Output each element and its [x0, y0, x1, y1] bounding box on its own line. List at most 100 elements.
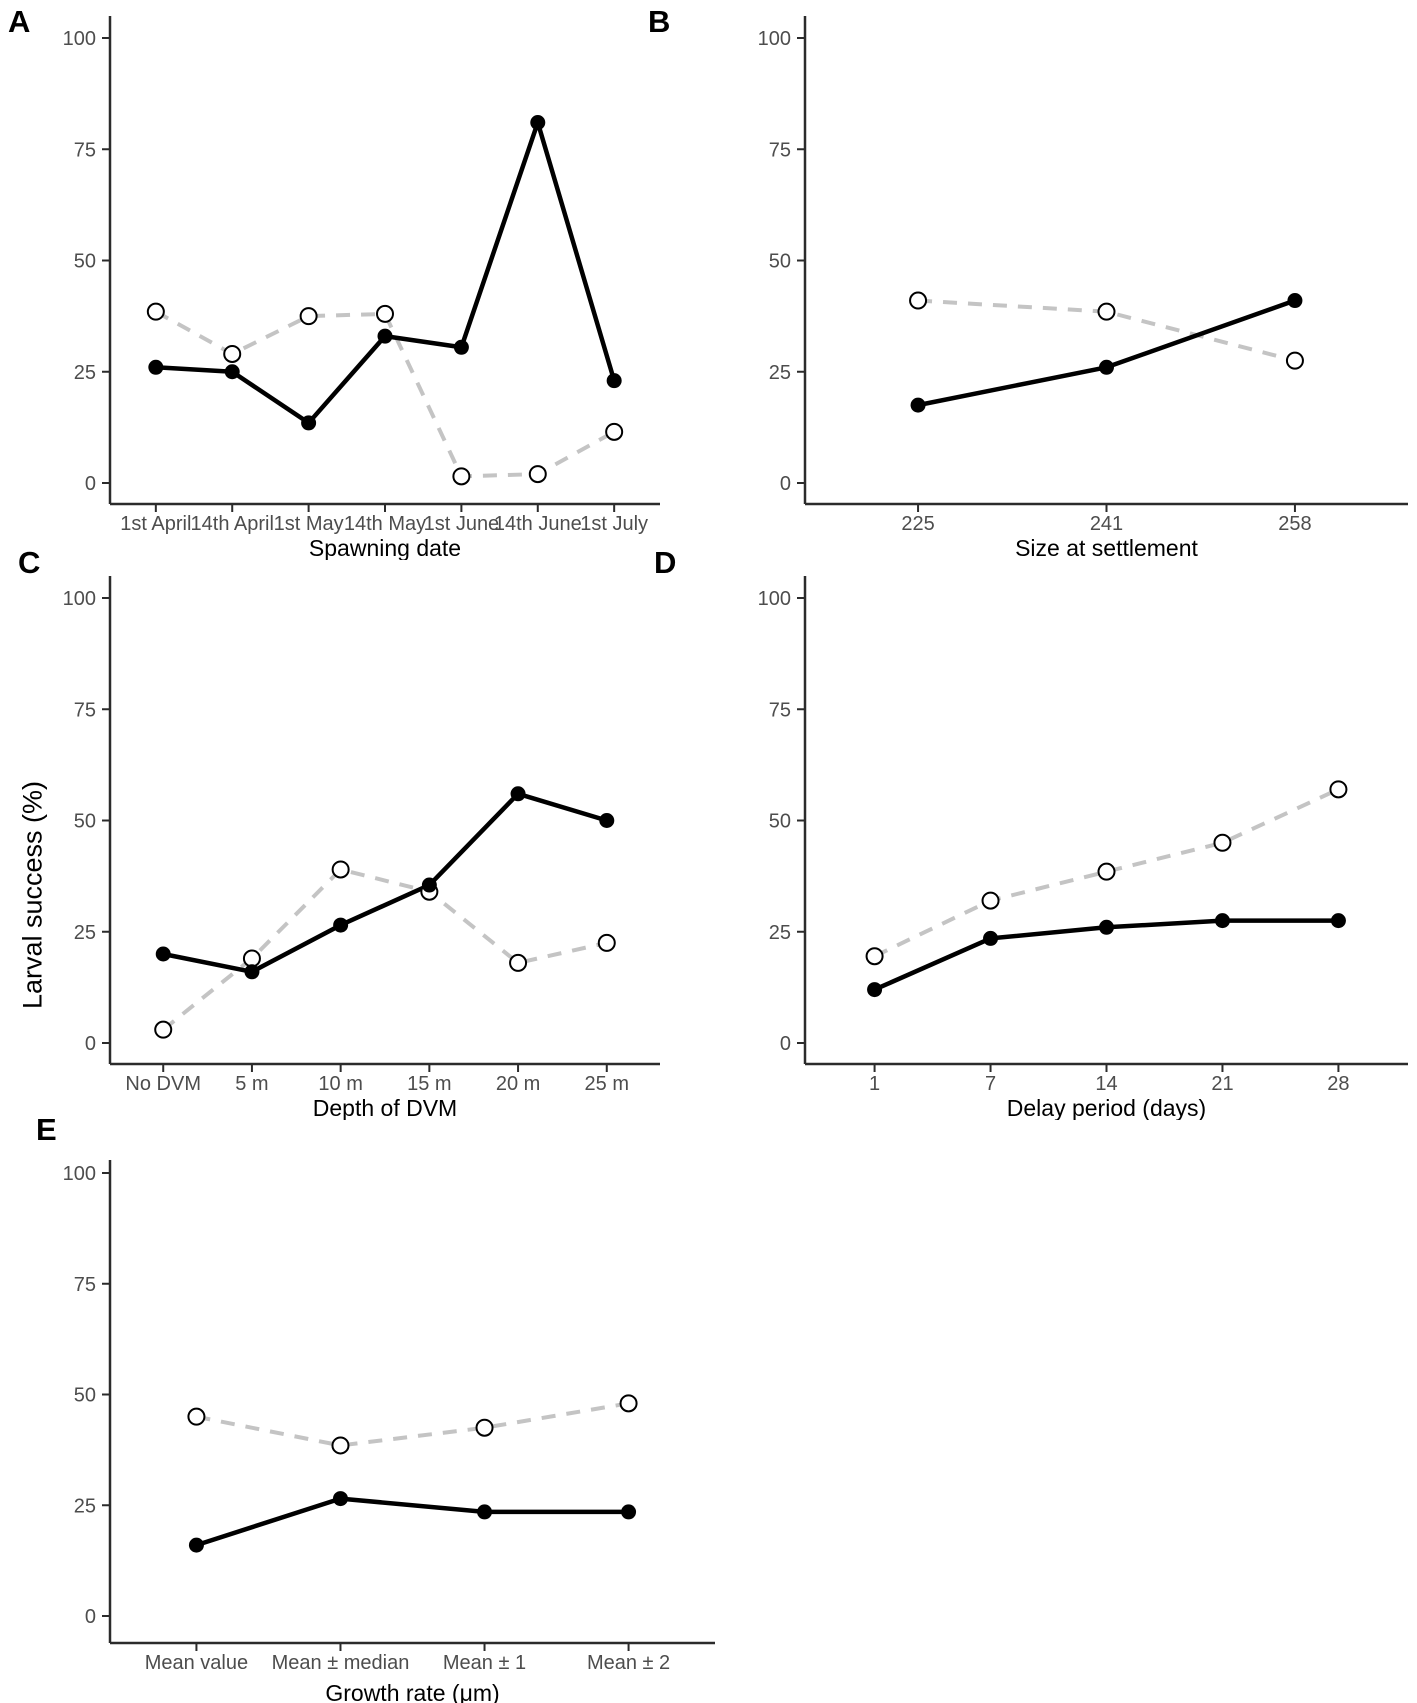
panel-e: E 0 25 50 75 100 Mean value Mean ± median Mean … — [0, 1114, 725, 1703]
y-tick-label: 100 — [758, 588, 791, 610]
x-tick-label: Mean ± 2 — [587, 1652, 670, 1674]
open-circle-marker — [1097, 862, 1116, 881]
panel-a-letter: A — [8, 4, 31, 39]
x-tick-label: 25 m — [585, 1073, 629, 1095]
filled-circle-marker — [155, 946, 171, 962]
panel-c-chart: 0 25 50 75 100 No DVM 5 m 10 m 15 m 20 m 25 m Depth… — [0, 560, 708, 1120]
y-tick-label: 25 — [769, 362, 791, 384]
filled-circle-marker — [1330, 913, 1346, 929]
x-tick-label: 21 — [1211, 1073, 1233, 1095]
filled-circle-marker — [224, 364, 240, 380]
x-tick-label: 15 m — [407, 1073, 451, 1095]
x-tick-label: 225 — [901, 513, 934, 535]
y-tick-label: 0 — [85, 1033, 96, 1055]
panel-c-letter: C — [18, 545, 41, 580]
y-tick-label: 25 — [74, 1495, 96, 1517]
panel-b: B 0 25 50 75 100 225 241 258 Size at settlement — [648, 0, 1417, 560]
filled-circle-marker — [510, 786, 526, 802]
y-tick-label: 50 — [74, 1385, 96, 1407]
panel-b-chart: 0 25 50 75 100 225 241 258 Size at settlement — [708, 0, 1417, 560]
filled-circle-marker — [148, 359, 164, 375]
x-tick-label: 20 m — [496, 1073, 540, 1095]
x-tick-label: 10 m — [318, 1073, 362, 1095]
x-tick-label: 1st July — [580, 513, 648, 535]
open-circle-marker — [865, 947, 884, 966]
y-tick-label: 0 — [85, 1606, 96, 1628]
filled-circle-marker — [301, 415, 317, 431]
filled-circle-marker — [332, 1491, 348, 1507]
open-circle-marker — [331, 860, 350, 879]
x-axis-title: Spawning date — [309, 535, 461, 560]
y-tick-label: 50 — [769, 251, 791, 273]
x-tick-label: 1st April — [120, 513, 191, 535]
y-tick-label: 50 — [74, 811, 96, 833]
y-tick-label: 75 — [769, 699, 791, 721]
x-tick-label: Mean ± median — [272, 1652, 410, 1674]
open-circle-marker — [1213, 833, 1232, 852]
panel-b-letter: B — [648, 4, 671, 39]
y-tick-label: 100 — [758, 28, 791, 50]
panel-a: A 0 25 50 75 100 1st April 14th April 1st May 14… — [0, 0, 708, 560]
open-circle-marker — [154, 1020, 173, 1039]
x-tick-label: Mean value — [145, 1652, 248, 1674]
filled-circle-marker — [377, 328, 393, 344]
y-tick-label: 100 — [63, 588, 96, 610]
panel-e-plot: 0 25 50 75 100 Mean value Mean ± median Mean ± … — [63, 1160, 715, 1703]
solid-series-line — [155, 120, 617, 426]
filled-circle-marker — [599, 813, 615, 828]
y-tick-label: 0 — [85, 473, 96, 495]
x-tick-label: 14th April — [191, 513, 274, 535]
y-tick-label: 100 — [63, 28, 96, 50]
x-tick-label: 14th June — [494, 513, 582, 535]
x-tick-label: No DVM — [125, 1073, 201, 1095]
open-circle-marker — [223, 344, 242, 363]
open-circle-marker — [242, 949, 261, 968]
y-tick-label: 25 — [74, 362, 96, 384]
open-circle-marker — [528, 465, 547, 484]
panel-e-letter: E — [36, 1112, 57, 1147]
x-tick-label: 14 — [1095, 1073, 1117, 1095]
filled-circle-marker — [1099, 919, 1114, 935]
filled-circle-marker — [910, 397, 926, 413]
panel-d-plot: 0 25 50 75 100 1 7 14 21 28 Delay period (days) — [758, 576, 1408, 1120]
x-axis-title: Depth of DVM — [313, 1095, 457, 1120]
y-tick-label: 75 — [74, 1274, 96, 1296]
y-tick-label: 75 — [74, 699, 96, 721]
open-circle-marker — [331, 1436, 350, 1455]
x-tick-label: 14th May — [344, 513, 426, 535]
filled-circle-marker — [1214, 913, 1230, 929]
panel-c: C 0 25 50 75 100 No DVM 5 m 10 m 15 m 20 m 25 m Dep… — [0, 547, 708, 1120]
panel-d-letter: D — [654, 545, 677, 580]
filled-circle-marker — [867, 982, 883, 998]
y-tick-label: 25 — [74, 922, 96, 944]
x-tick-label: 1st June — [424, 513, 500, 535]
x-tick-label: 258 — [1278, 513, 1311, 535]
x-axis-title: Size at settlement — [1015, 535, 1198, 560]
open-circle-marker — [597, 933, 616, 952]
filled-circle-marker — [621, 1504, 637, 1520]
x-tick-label: 7 — [985, 1073, 996, 1095]
x-axis-title: Growth rate (μm) — [325, 1680, 499, 1703]
dashed-series-line — [873, 787, 1340, 959]
open-circle-marker — [475, 1418, 494, 1437]
solid-series-line — [195, 1496, 629, 1548]
filled-circle-marker — [983, 930, 999, 946]
dashed-series-line — [161, 867, 608, 1032]
open-circle-marker — [1329, 780, 1348, 799]
panel-a-chart: 0 25 50 75 100 1st April 14th April 1st May 14th… — [0, 0, 708, 560]
open-circle-marker — [1285, 351, 1304, 370]
open-circle-marker — [376, 304, 394, 323]
open-circle-marker — [299, 307, 318, 326]
open-circle-marker — [619, 1394, 638, 1413]
open-circle-marker — [146, 302, 165, 321]
panel-d: D 0 25 50 75 100 1 7 14 21 28 Delay period (days) — [654, 547, 1417, 1120]
panel-c-plot: 0 25 50 75 100 No DVM 5 m 10 m 15 m 20 m 25 m Depth… — [63, 576, 660, 1120]
x-tick-label: 28 — [1327, 1073, 1349, 1095]
panel-e-chart: 0 25 50 75 100 Mean value Mean ± median Mean ± … — [0, 1120, 725, 1703]
filled-circle-marker — [188, 1537, 204, 1553]
open-circle-marker — [452, 467, 471, 486]
filled-circle-marker — [421, 877, 437, 893]
x-tick-label: 241 — [1090, 513, 1123, 535]
